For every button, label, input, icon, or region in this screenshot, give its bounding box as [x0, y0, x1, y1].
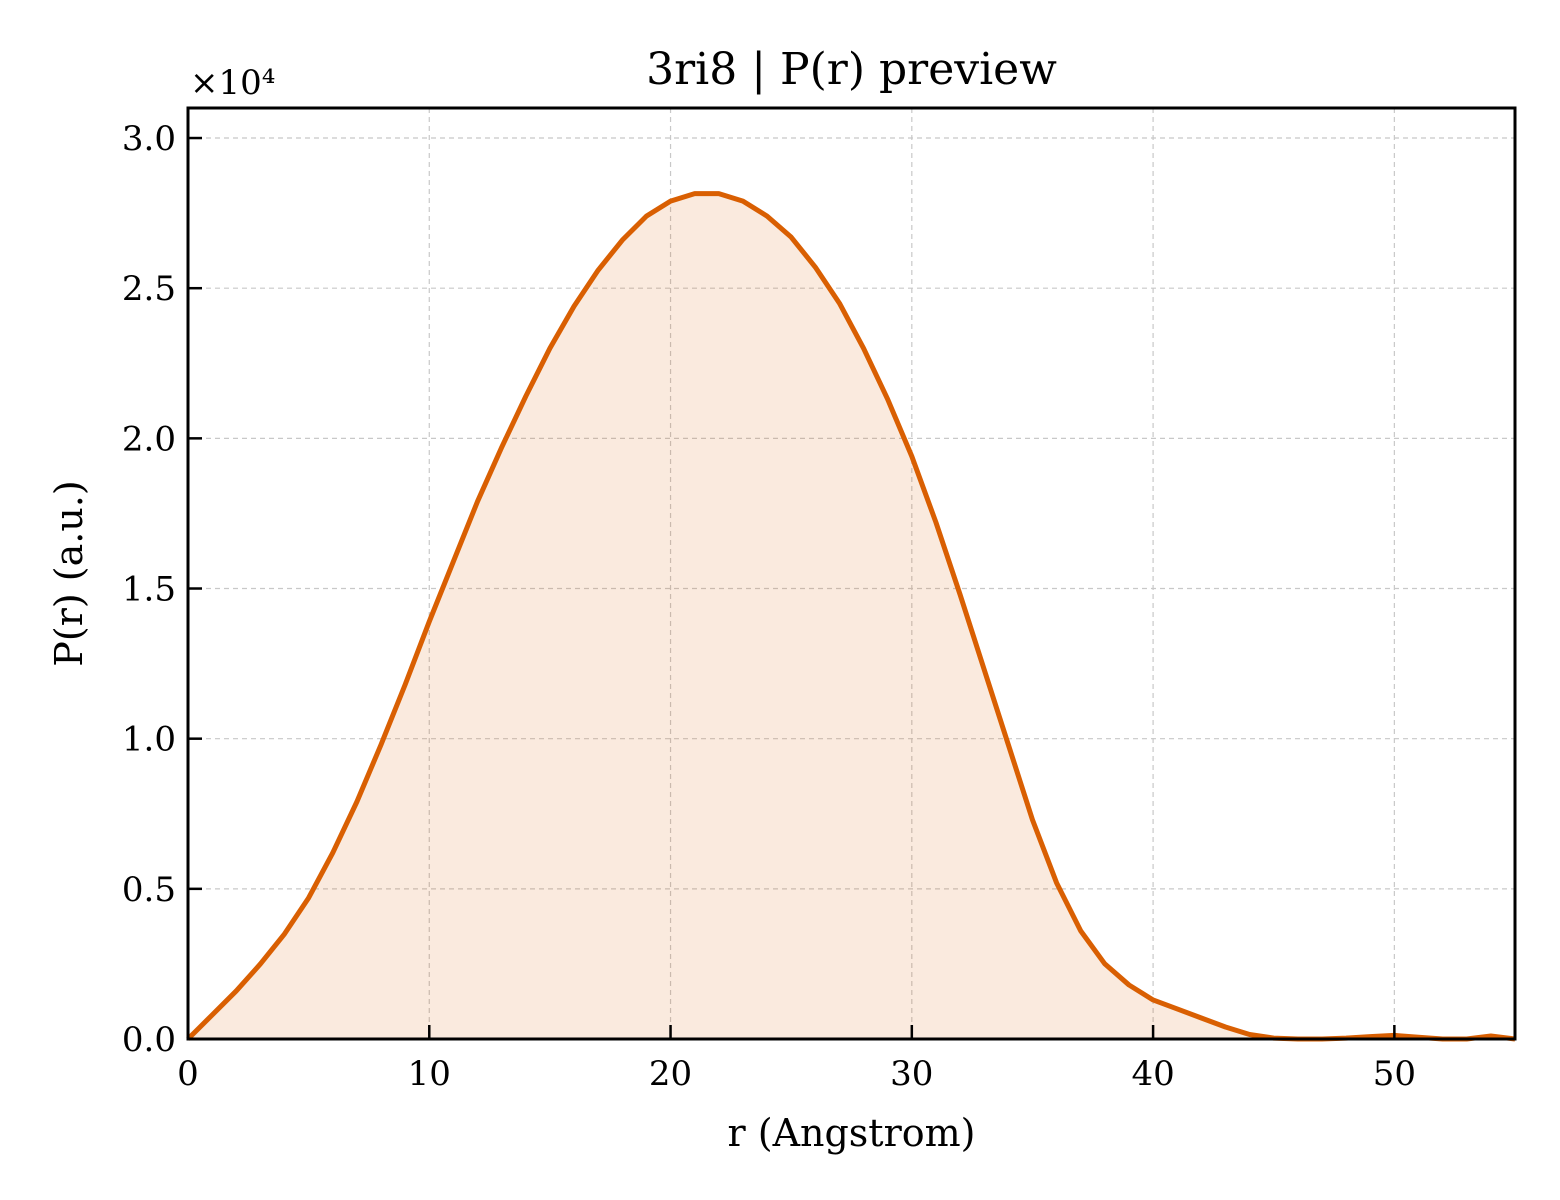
y-tick-label: 3.0 [122, 119, 176, 159]
x-tick-label: 20 [649, 1054, 692, 1094]
y-axis-label: P(r) (a.u.) [47, 480, 91, 666]
x-axis-label: r (Angstrom) [728, 1111, 976, 1155]
y-offset-label: ×10⁴ [190, 63, 275, 103]
y-tick-label: 1.0 [122, 720, 176, 760]
x-tick-label: 50 [1373, 1054, 1416, 1094]
grid [188, 108, 1515, 1039]
y-tick-label: 0.0 [122, 1020, 176, 1060]
x-tick-label: 40 [1131, 1054, 1174, 1094]
x-tick-label: 0 [177, 1054, 199, 1094]
y-tick-label: 0.5 [122, 870, 176, 910]
area-fill [188, 193, 1515, 1040]
chart-title: 3ri8 | P(r) preview [646, 44, 1057, 95]
x-tick-label: 30 [890, 1054, 933, 1094]
y-tick-label: 2.5 [122, 269, 176, 309]
ticks: 0 10 20 30 40 50 0.0 0.5 1.0 1.5 2.0 2.5 3.0 [122, 119, 1416, 1094]
x-tick-label: 10 [408, 1054, 451, 1094]
y-tick-label: 2.0 [122, 419, 176, 459]
plot-frame [186, 106, 1517, 1041]
y-tick-label: 1.5 [122, 570, 176, 610]
